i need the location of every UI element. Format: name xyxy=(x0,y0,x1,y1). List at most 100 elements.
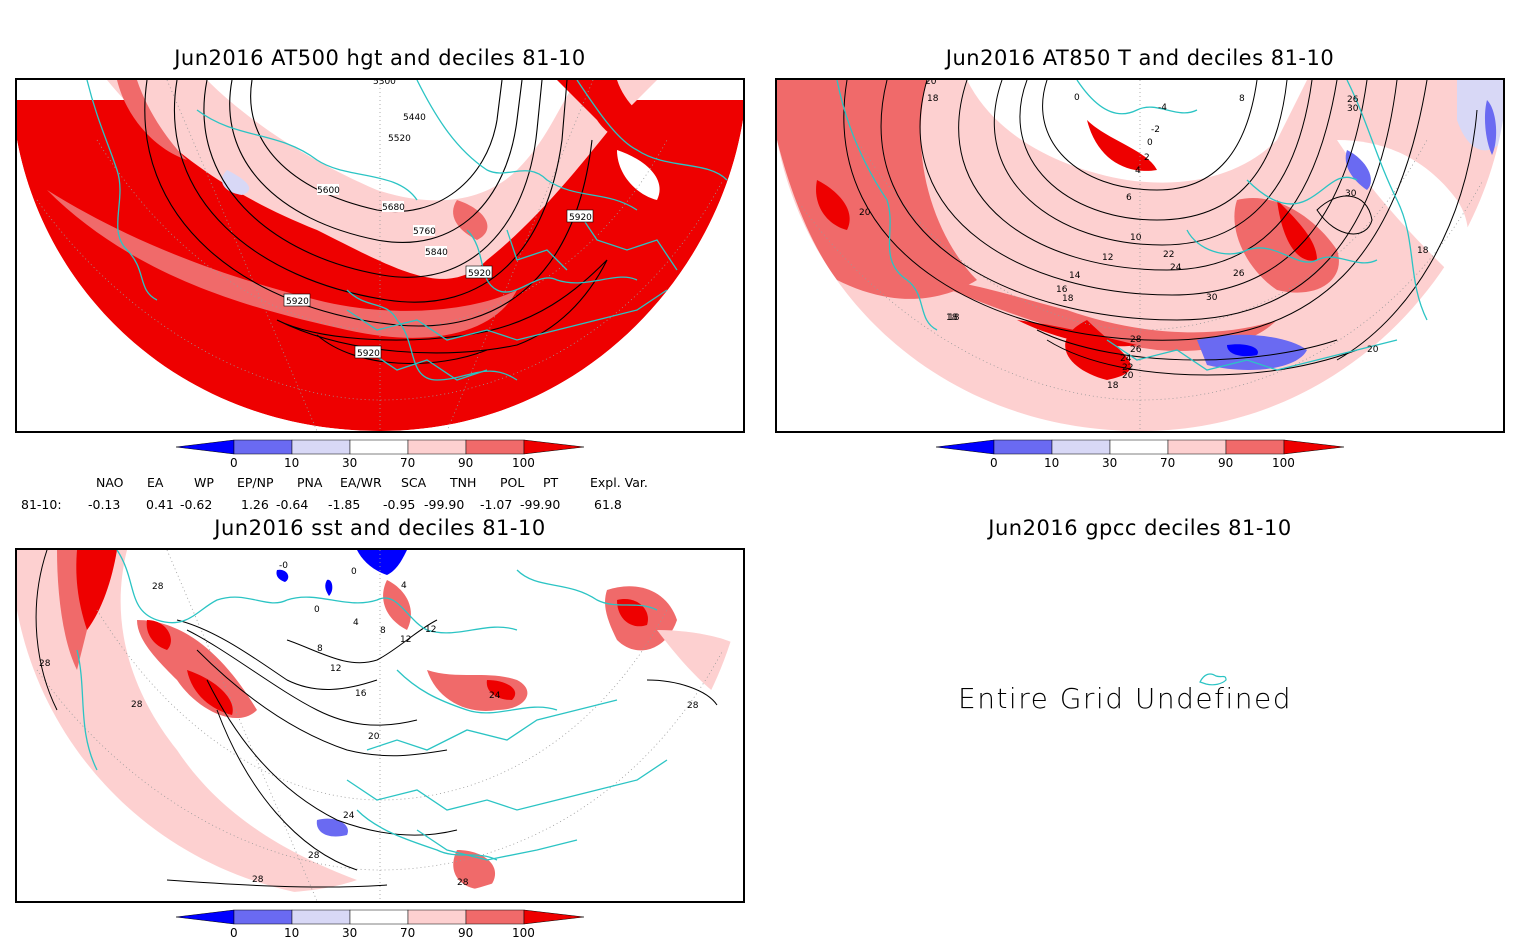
index-value-pna: -0.64 xyxy=(276,497,309,512)
contour-label: 5920 xyxy=(569,213,592,223)
colorbar-tick: 70 xyxy=(400,926,415,940)
colorbar-segments xyxy=(175,439,585,455)
contour-label: 28 xyxy=(457,878,469,888)
colorbar-tick: 30 xyxy=(342,456,357,470)
panel-title-gpcc: Jun2016 gpcc deciles 81-10 xyxy=(988,516,1292,540)
index-value-pol: -1.07 xyxy=(480,497,513,512)
contour-label: 4 xyxy=(353,618,359,628)
contour-label: 16 xyxy=(1056,285,1068,295)
index-header-pna: PNA xyxy=(297,475,323,490)
contour-label: 5600 xyxy=(317,186,340,196)
index-header-ea: EA xyxy=(147,475,164,490)
contour-label: 28 xyxy=(1130,335,1142,345)
map-sst: 28 28 28 8 12 16 20 24 28 28 28 0 4 4 8 … xyxy=(17,550,743,901)
panel-title-z500: Jun2016 AT500 hgt and deciles 81-10 xyxy=(174,46,586,70)
coastlines xyxy=(86,80,728,381)
contour-label: 26 xyxy=(1347,95,1359,105)
contour-label: 24 xyxy=(489,691,501,701)
contour-label: 24 xyxy=(1120,354,1132,364)
index-header-epnp: EP/NP xyxy=(237,475,274,490)
colorbar-tick: 90 xyxy=(458,926,473,940)
contour-label: 6 xyxy=(1126,193,1132,203)
contour-label: -0 xyxy=(279,561,288,571)
colorbar-tick: 90 xyxy=(458,456,473,470)
contour-label: 5680 xyxy=(382,203,405,213)
contour-label: 12 xyxy=(1102,253,1113,263)
colorbar-z500: 0 10 30 70 90 100 xyxy=(175,439,585,470)
index-header-pol: POL xyxy=(500,475,525,490)
contour-label: 20 xyxy=(368,732,380,742)
colorbar-segments xyxy=(935,439,1345,455)
colorbar-tick: 30 xyxy=(1102,456,1117,470)
contour-label: 12 xyxy=(425,625,436,635)
index-header-explvar: Expl. Var. xyxy=(590,475,648,490)
contour-label: 28 xyxy=(308,851,320,861)
contour-lines xyxy=(843,80,1478,376)
contour-label: -2 xyxy=(1151,125,1160,135)
contour-label: 22 xyxy=(1122,363,1133,373)
index-value-pt: -99.90 xyxy=(520,497,561,512)
map-z500: 5440 5520 5600 5680 5760 5840 5920 5920 … xyxy=(17,80,743,431)
index-value-nao: -0.13 xyxy=(88,497,121,512)
contour-label: 20 xyxy=(1122,371,1134,381)
contour-label: -4 xyxy=(1158,103,1167,113)
contour-label: 20 xyxy=(859,208,871,218)
contour-label: 8 xyxy=(1239,94,1245,104)
panel-title-sst: Jun2016 sst and deciles 81-10 xyxy=(214,516,546,540)
index-value-eawr: -1.85 xyxy=(328,497,361,512)
contour-label: 8 xyxy=(380,626,386,636)
map-panel-t850: 20 18 20 18 18 10 12 14 16 18 6 4 2 0 -2… xyxy=(775,78,1505,433)
contour-label: 26 xyxy=(1130,345,1142,355)
contour-label: 4 xyxy=(401,581,407,591)
index-value-explvar: 61.8 xyxy=(594,497,622,512)
island-outline xyxy=(1199,673,1227,686)
colorbar-tick: 10 xyxy=(284,926,299,940)
index-value-sca: -0.95 xyxy=(383,497,416,512)
colorbar-tick: 0 xyxy=(990,456,998,470)
contour-label: 0 xyxy=(1147,138,1153,148)
colorbar-tick: 30 xyxy=(342,926,357,940)
map-t850: 20 18 20 18 18 10 12 14 16 18 6 4 2 0 -2… xyxy=(777,80,1503,431)
contour-label: 10 xyxy=(1130,233,1142,243)
contour-label: 28 xyxy=(252,875,264,885)
contour-label: 5300 xyxy=(373,80,396,87)
contour-label: 28 xyxy=(687,701,699,711)
contour-label: 0 xyxy=(1074,93,1080,103)
contour-label: 18 xyxy=(1062,294,1074,304)
contour-label: 5440 xyxy=(403,113,426,123)
contour-label: 16 xyxy=(355,689,367,699)
contour-label: 30 xyxy=(1345,189,1357,199)
colorbar-tick: 10 xyxy=(1044,456,1059,470)
index-header-tnh: TNH xyxy=(450,475,477,490)
index-header-nao: NAO xyxy=(96,475,124,490)
contour-label: 18 xyxy=(1107,381,1119,391)
colorbar-tick: 90 xyxy=(1218,456,1233,470)
contour-label: 12 xyxy=(330,664,341,674)
index-header-eawr: EA/WR xyxy=(340,475,382,490)
colorbar-t850: 0 10 30 70 90 100 xyxy=(935,439,1345,470)
contour-label: 28 xyxy=(131,700,143,710)
coastlines xyxy=(76,550,668,861)
colorbar-sst: 0 10 30 70 90 100 xyxy=(175,909,585,940)
colorbar-tick: 0 xyxy=(230,926,238,940)
colorbar-tick: 70 xyxy=(400,456,415,470)
colorbar-tick: 70 xyxy=(1160,456,1175,470)
contour-label: 5920 xyxy=(468,269,491,279)
contour-label: 22 xyxy=(1163,250,1174,260)
map-panel-sst: 28 28 28 8 12 16 20 24 28 28 28 0 4 4 8 … xyxy=(15,548,745,903)
contour-label: 18 xyxy=(946,313,958,323)
contour-label: 5920 xyxy=(286,297,309,307)
index-header-wp: WP xyxy=(194,475,214,490)
colorbar-tick: 100 xyxy=(512,926,535,940)
contour-label: 28 xyxy=(152,582,164,592)
contour-label: 5840 xyxy=(425,248,448,258)
contour-label: 5520 xyxy=(388,134,411,144)
colorbar-segments xyxy=(175,909,585,925)
contour-label-group: 28 28 28 8 12 16 20 24 28 28 28 0 4 4 8 … xyxy=(39,561,699,888)
contour-label: 30 xyxy=(1347,104,1359,114)
index-row-label: 81-10: xyxy=(21,497,62,512)
index-header-sca: SCA xyxy=(401,475,427,490)
contour-label: 26 xyxy=(1233,269,1245,279)
coastlines xyxy=(836,80,1428,371)
contour-label: 30 xyxy=(1206,293,1218,303)
